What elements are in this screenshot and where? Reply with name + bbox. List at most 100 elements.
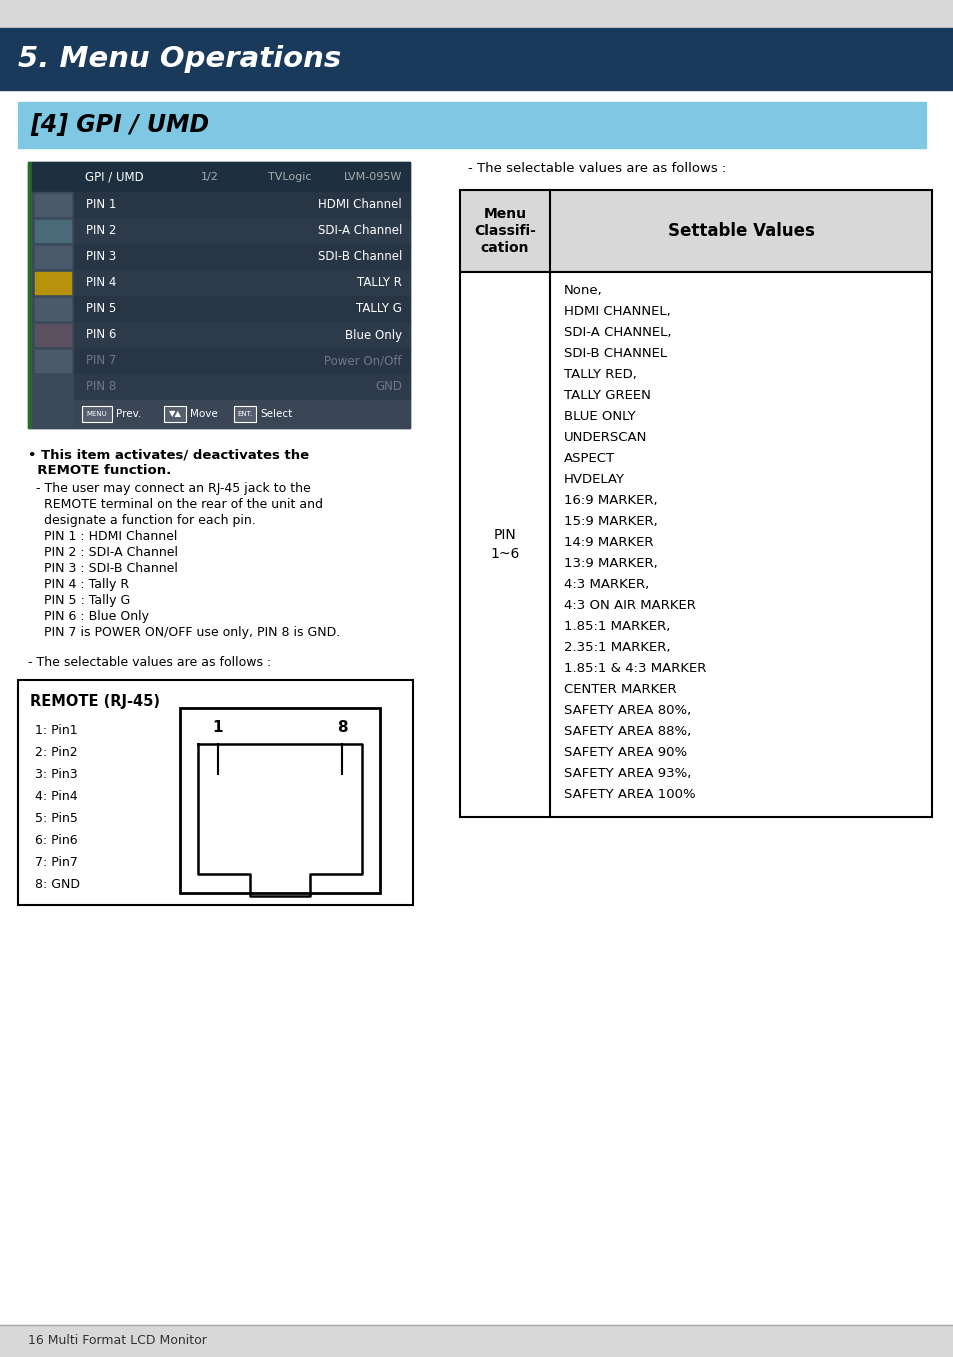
Bar — [74, 347, 410, 375]
Bar — [74, 375, 410, 400]
Text: 3: Pin3: 3: Pin3 — [35, 768, 77, 782]
Bar — [74, 296, 410, 322]
Text: SAFETY AREA 100%: SAFETY AREA 100% — [563, 788, 695, 801]
Text: Settable Values: Settable Values — [667, 223, 814, 240]
Bar — [35, 220, 71, 242]
Text: SDI-B CHANNEL: SDI-B CHANNEL — [563, 347, 666, 360]
Text: SAFETY AREA 88%,: SAFETY AREA 88%, — [563, 725, 691, 738]
Bar — [0, 28, 953, 90]
Text: BLUE ONLY: BLUE ONLY — [563, 410, 635, 423]
Text: REMOTE (RJ-45): REMOTE (RJ-45) — [30, 693, 160, 708]
Text: PIN 4 : Tally R: PIN 4 : Tally R — [28, 578, 129, 592]
Text: HDMI CHANNEL,: HDMI CHANNEL, — [563, 305, 670, 318]
Text: 7: Pin7: 7: Pin7 — [35, 856, 78, 868]
Text: SAFETY AREA 80%,: SAFETY AREA 80%, — [563, 704, 691, 716]
Text: 1/2: 1/2 — [201, 172, 218, 182]
Text: 1.85:1 MARKER,: 1.85:1 MARKER, — [563, 620, 670, 632]
Text: 13:9 MARKER,: 13:9 MARKER, — [563, 556, 657, 570]
Text: 15:9 MARKER,: 15:9 MARKER, — [563, 516, 657, 528]
Text: PIN 5 : Tally G: PIN 5 : Tally G — [28, 594, 131, 607]
Text: 1: 1 — [213, 721, 223, 735]
Text: 8: GND: 8: GND — [35, 878, 80, 892]
Text: TALLY GREEN: TALLY GREEN — [563, 389, 650, 402]
Bar — [35, 350, 71, 372]
Text: 5: Pin5: 5: Pin5 — [35, 811, 78, 825]
Text: TALLY G: TALLY G — [355, 303, 401, 315]
Text: SAFETY AREA 90%: SAFETY AREA 90% — [563, 746, 686, 759]
Text: ENT.: ENT. — [237, 411, 253, 417]
Text: 1.85:1 & 4:3 MARKER: 1.85:1 & 4:3 MARKER — [563, 662, 705, 674]
Bar — [32, 191, 74, 427]
Bar — [28, 161, 32, 427]
Text: ASPECT: ASPECT — [563, 452, 615, 465]
Text: PIN 2 : SDI-A Channel: PIN 2 : SDI-A Channel — [28, 546, 178, 559]
Text: 2: Pin2: 2: Pin2 — [35, 746, 77, 759]
Text: SAFETY AREA 93%,: SAFETY AREA 93%, — [563, 767, 691, 780]
Text: 1: Pin1: 1: Pin1 — [35, 725, 77, 737]
Text: PIN 1 : HDMI Channel: PIN 1 : HDMI Channel — [28, 531, 177, 543]
Text: 6: Pin6: 6: Pin6 — [35, 835, 77, 847]
Bar — [459, 271, 931, 817]
Text: 14:9 MARKER: 14:9 MARKER — [563, 536, 653, 550]
Bar — [35, 194, 71, 216]
Text: PIN 2: PIN 2 — [86, 224, 116, 237]
Bar — [74, 270, 410, 296]
Text: PIN 3: PIN 3 — [86, 251, 116, 263]
Text: 4:3 ON AIR MARKER: 4:3 ON AIR MARKER — [563, 598, 695, 612]
Bar — [82, 406, 112, 422]
Text: SDI-A CHANNEL,: SDI-A CHANNEL, — [563, 326, 671, 339]
Text: ▼▲: ▼▲ — [169, 410, 181, 418]
Text: MENU: MENU — [87, 411, 108, 417]
Bar — [35, 246, 71, 267]
Text: HDMI Channel: HDMI Channel — [318, 198, 401, 212]
Text: TVLogic: TVLogic — [268, 172, 312, 182]
Text: PIN 5: PIN 5 — [86, 303, 116, 315]
Bar — [35, 324, 71, 346]
Text: PIN 6: PIN 6 — [86, 328, 116, 342]
Text: 5. Menu Operations: 5. Menu Operations — [18, 45, 341, 73]
Text: GND: GND — [375, 380, 401, 394]
Text: Prev.: Prev. — [116, 408, 141, 419]
Text: Power On/Off: Power On/Off — [324, 354, 401, 368]
Text: • This item activates/ deactivates the: • This item activates/ deactivates the — [28, 448, 309, 461]
Text: GPI / UMD: GPI / UMD — [85, 171, 144, 183]
Bar — [32, 161, 410, 191]
Text: - The selectable values are as follows :: - The selectable values are as follows : — [468, 161, 725, 175]
Text: 4:3 MARKER,: 4:3 MARKER, — [563, 578, 649, 592]
Bar — [164, 406, 186, 422]
Bar — [18, 680, 413, 905]
Text: PIN 7 is POWER ON/OFF use only, PIN 8 is GND.: PIN 7 is POWER ON/OFF use only, PIN 8 is… — [28, 626, 340, 639]
Bar — [74, 244, 410, 270]
Bar — [0, 1324, 953, 1357]
Text: UNDERSCAN: UNDERSCAN — [563, 432, 647, 444]
Bar — [74, 400, 410, 427]
Text: None,: None, — [563, 284, 602, 297]
Text: PIN 7: PIN 7 — [86, 354, 116, 368]
Text: Blue Only: Blue Only — [345, 328, 401, 342]
Text: 16 Multi Format LCD Monitor: 16 Multi Format LCD Monitor — [28, 1334, 207, 1348]
Text: LVM-095W: LVM-095W — [343, 172, 401, 182]
Text: REMOTE function.: REMOTE function. — [28, 464, 172, 478]
Text: TALLY RED,: TALLY RED, — [563, 368, 637, 381]
Bar — [35, 299, 71, 320]
Bar — [459, 190, 931, 271]
Bar — [74, 218, 410, 244]
Text: Move: Move — [190, 408, 217, 419]
Text: designate a function for each pin.: designate a function for each pin. — [28, 514, 255, 527]
Bar — [233, 406, 255, 422]
Text: Menu
Classifi-
cation: Menu Classifi- cation — [474, 206, 536, 255]
Text: - The selectable values are as follows :: - The selectable values are as follows : — [28, 655, 271, 669]
Text: [4] GPI / UMD: [4] GPI / UMD — [30, 113, 209, 137]
Text: PIN 8: PIN 8 — [86, 380, 116, 394]
Text: PIN 1: PIN 1 — [86, 198, 116, 212]
Bar — [74, 191, 410, 218]
Text: 8: 8 — [336, 721, 347, 735]
Text: 2.35:1 MARKER,: 2.35:1 MARKER, — [563, 641, 670, 654]
Text: 4: Pin4: 4: Pin4 — [35, 790, 77, 803]
Text: TALLY R: TALLY R — [356, 277, 401, 289]
Bar — [28, 161, 410, 427]
Text: - The user may connect an RJ-45 jack to the: - The user may connect an RJ-45 jack to … — [28, 482, 311, 495]
Text: CENTER MARKER: CENTER MARKER — [563, 683, 676, 696]
Bar — [0, 0, 953, 28]
Text: PIN 6 : Blue Only: PIN 6 : Blue Only — [28, 611, 149, 623]
